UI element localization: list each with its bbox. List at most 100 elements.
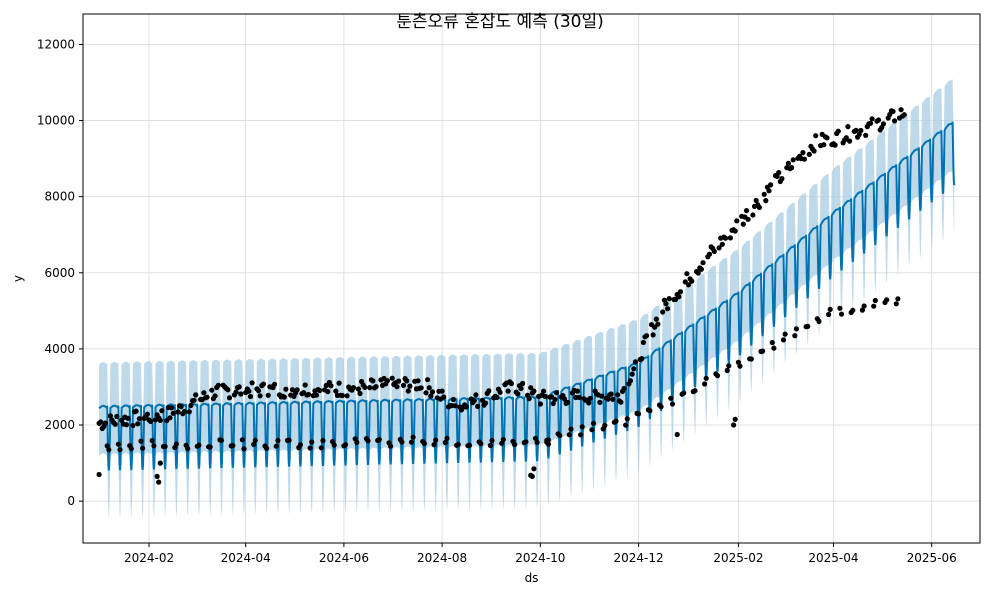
observed-point bbox=[813, 133, 819, 139]
observed-point bbox=[151, 443, 157, 449]
observed-point bbox=[727, 235, 734, 241]
observed-point bbox=[313, 392, 320, 398]
observed-point bbox=[505, 388, 511, 394]
observed-point bbox=[663, 301, 669, 307]
observed-point bbox=[566, 432, 572, 438]
observed-point bbox=[135, 421, 141, 427]
observed-point bbox=[702, 381, 708, 387]
observed-point bbox=[494, 394, 500, 400]
observed-point bbox=[260, 381, 266, 387]
observed-point bbox=[483, 400, 489, 406]
observed-point bbox=[511, 441, 518, 448]
observed-point bbox=[676, 294, 682, 300]
observed-point bbox=[801, 156, 808, 162]
observed-point bbox=[355, 386, 361, 392]
observed-point bbox=[552, 396, 558, 402]
observed-point bbox=[748, 356, 754, 362]
observed-point bbox=[578, 432, 584, 438]
observed-point bbox=[441, 394, 447, 400]
observed-point bbox=[858, 127, 864, 134]
observed-point bbox=[125, 415, 131, 421]
observed-point bbox=[793, 326, 800, 332]
chart-title: 툰츤오류 혼잡도 예측 (30일) bbox=[396, 12, 604, 32]
observed-point bbox=[869, 116, 875, 122]
observed-point bbox=[805, 323, 811, 329]
observed-point bbox=[188, 402, 194, 409]
observed-point bbox=[724, 367, 730, 374]
observed-point bbox=[170, 410, 176, 416]
observed-point bbox=[294, 387, 300, 393]
observed-point bbox=[756, 204, 763, 211]
observed-point bbox=[215, 382, 221, 388]
observed-point bbox=[553, 390, 560, 396]
observed-point bbox=[716, 245, 722, 251]
observed-point bbox=[745, 216, 751, 222]
observed-point bbox=[273, 443, 279, 449]
observed-point bbox=[138, 438, 144, 444]
observed-outlier-point bbox=[156, 479, 162, 485]
x-tick-label: 2025-02 bbox=[713, 551, 763, 565]
x-tick-label: 2024-10 bbox=[515, 551, 565, 565]
x-tick-label: 2024-02 bbox=[124, 551, 174, 565]
observed-point bbox=[750, 212, 756, 218]
observed-point bbox=[149, 438, 155, 444]
y-tick-label: 0 bbox=[67, 494, 75, 508]
observed-point bbox=[209, 387, 215, 393]
observed-point bbox=[856, 131, 862, 138]
observed-point bbox=[191, 397, 197, 403]
observed-point bbox=[700, 260, 706, 266]
observed-point bbox=[136, 416, 142, 422]
observed-point bbox=[681, 390, 687, 396]
x-tick-label: 2025-06 bbox=[907, 551, 957, 565]
observed-point bbox=[450, 396, 456, 403]
observed-point bbox=[893, 301, 899, 307]
observed-point bbox=[318, 445, 324, 451]
observed-point bbox=[640, 339, 647, 346]
observed-point bbox=[452, 403, 458, 409]
observed-point bbox=[297, 442, 303, 448]
observed-point bbox=[233, 389, 239, 395]
observed-point bbox=[531, 388, 537, 394]
observed-point bbox=[650, 332, 656, 338]
observed-point bbox=[706, 251, 713, 257]
observed-outlier-point bbox=[157, 460, 163, 466]
observed-point bbox=[407, 383, 413, 389]
observed-point bbox=[843, 135, 849, 141]
observed-point bbox=[106, 447, 112, 453]
observed-point bbox=[692, 388, 698, 394]
observed-point bbox=[621, 385, 627, 392]
observed-point bbox=[212, 393, 218, 399]
observed-point bbox=[872, 297, 878, 304]
observed-point bbox=[698, 266, 705, 272]
observed-point bbox=[523, 439, 529, 445]
observed-point bbox=[320, 438, 326, 444]
observed-point bbox=[144, 411, 150, 417]
observed-point bbox=[723, 235, 729, 241]
observed-point bbox=[615, 392, 621, 398]
observed-point bbox=[123, 422, 130, 428]
observed-point bbox=[627, 378, 634, 384]
observed-point bbox=[768, 182, 774, 188]
observed-point bbox=[140, 445, 146, 451]
observed-point bbox=[658, 404, 664, 410]
observed-point bbox=[668, 395, 674, 401]
observed-point bbox=[776, 170, 782, 176]
observed-point bbox=[178, 404, 184, 410]
observed-point bbox=[486, 388, 492, 394]
observed-point bbox=[779, 176, 785, 182]
observed-point bbox=[800, 150, 806, 156]
observed-point bbox=[537, 401, 544, 407]
observed-point bbox=[782, 331, 788, 337]
observed-point bbox=[307, 445, 313, 451]
observed-point bbox=[471, 398, 477, 404]
observed-point bbox=[806, 151, 812, 157]
observed-point bbox=[890, 108, 896, 114]
observed-point bbox=[743, 208, 750, 214]
observed-point bbox=[336, 380, 342, 386]
y-tick-label: 4000 bbox=[44, 342, 75, 356]
observed-point bbox=[586, 400, 592, 406]
observed-point bbox=[252, 437, 258, 443]
observed-point bbox=[835, 128, 841, 134]
observed-point bbox=[272, 381, 278, 387]
observed-point bbox=[247, 393, 254, 400]
